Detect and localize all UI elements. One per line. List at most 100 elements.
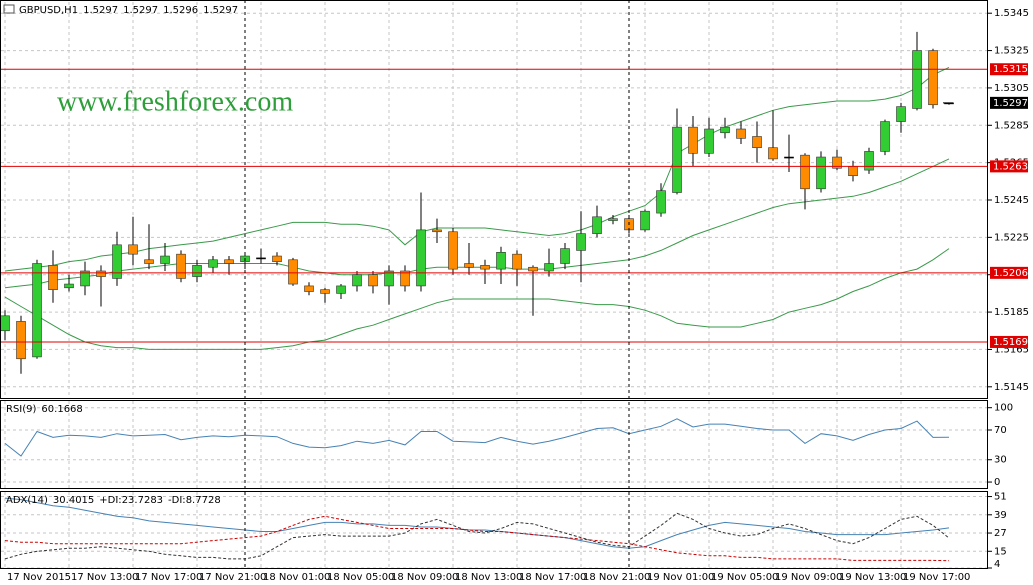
header-open: 1.5297 (83, 5, 118, 16)
x-tick-label: 19 Nov 05:00 (711, 572, 778, 583)
level-label-box (990, 63, 1028, 76)
candle-body (592, 216, 602, 234)
candle-body (432, 229, 442, 233)
rsi-last: 60.1668 (41, 404, 82, 415)
candle-body (640, 210, 650, 231)
candle-body (416, 229, 426, 287)
level-label-box (990, 160, 1028, 173)
candle-body (288, 259, 298, 285)
level-label: 1.5263 (993, 161, 1028, 172)
candle-body (896, 106, 906, 122)
candle-body (928, 50, 938, 106)
x-tick-label: 18 Nov 21:00 (583, 572, 650, 583)
x-tick-label: 19 Nov 01:00 (647, 572, 714, 583)
header-low: 1.5296 (163, 5, 198, 16)
candle-body (80, 270, 90, 287)
header-high: 1.5297 (123, 5, 158, 16)
y-tick-label: 1.5345 (994, 8, 1029, 19)
candle-body (384, 270, 394, 287)
x-tick-label: 17 Nov 2015 (7, 572, 71, 583)
main-panel-frame (0, 0, 988, 399)
adx-panel-frame (0, 491, 988, 569)
candle-body (16, 321, 26, 360)
adx-header: ADX(14) 30.4015 +DI:23.7283 -DI:8.7728 (6, 495, 221, 506)
y-tick-label: 1.5245 (994, 195, 1029, 206)
candle-body (784, 156, 794, 159)
y-tick-label: 1.5225 (994, 232, 1029, 243)
last-price-box (990, 96, 1028, 109)
candle-body (704, 128, 714, 154)
candle-body (512, 253, 522, 270)
rsi-header: RSI(9) 60.1668 (6, 404, 83, 415)
symbol-icon (3, 4, 15, 14)
y-tick-label: 1.5285 (994, 120, 1029, 131)
candle-body (480, 265, 490, 270)
candle-body (128, 244, 138, 255)
adx-name: ADX(14) (6, 495, 48, 506)
header-close: 1.5297 (203, 5, 238, 16)
x-tick-label: 18 Nov 05:00 (327, 572, 394, 583)
x-tick-label: 17 Nov 17:00 (135, 572, 202, 583)
candle-body (320, 289, 330, 294)
candle-body (208, 259, 218, 268)
candle-body (832, 156, 842, 169)
grid-layer (1, 2, 988, 569)
candle-body (48, 265, 58, 290)
y-tick-label: 1.5185 (994, 307, 1029, 318)
bollinger-upper (4, 66, 950, 272)
candle-body (448, 231, 458, 270)
x-tick-label: 19 Nov 09:00 (775, 572, 842, 583)
candle-body (768, 147, 778, 160)
x-tick-label: 17 Nov 21:00 (199, 572, 266, 583)
level-label: 1.5315 (993, 64, 1028, 75)
main-header: GBPUSD,H1 1.5297 1.5297 1.5296 1.5297 (19, 5, 238, 16)
candle-body (672, 126, 682, 193)
x-tick-label: 18 Nov 13:00 (455, 572, 522, 583)
candle-body (912, 50, 922, 109)
y-tick-label: 15 (994, 546, 1007, 557)
rsi-panel-frame (0, 400, 988, 489)
level-label: 1.5169 (993, 337, 1028, 348)
symbol-title: GBPUSD,H1 (19, 5, 78, 16)
candle-body (464, 263, 474, 268)
candle-body (544, 263, 554, 272)
y-tick-label: 4 (994, 559, 1000, 570)
x-tick-label: 17 Nov 13:00 (71, 572, 138, 583)
candle-body (880, 121, 890, 152)
level-label: 1.5206 (993, 268, 1028, 279)
candle-body (192, 265, 202, 277)
pdi-last: 23.7283 (122, 495, 163, 506)
y-tick-label: 1.5305 (994, 83, 1029, 94)
x-tick-label: 18 Nov 17:00 (519, 572, 586, 583)
candle-body (720, 126, 730, 134)
indicator-line (4, 418, 950, 457)
candle-body (528, 266, 538, 272)
candle-body (304, 285, 314, 292)
candle-body (112, 244, 122, 279)
rsi-title: RSI(9) (6, 404, 37, 415)
candle-body (272, 255, 282, 262)
pdi-name: +DI: (99, 495, 121, 506)
y-tick-label: 70 (994, 425, 1007, 436)
y-tick-label: 39 (994, 510, 1007, 521)
y-tick-label: 1.5145 (994, 382, 1029, 393)
bollinger-middle (4, 158, 950, 289)
candle-body (752, 136, 762, 148)
candle-body (688, 126, 698, 154)
candle-body (864, 151, 874, 171)
candle-body (160, 255, 170, 264)
mdi-name: -DI: (168, 495, 186, 506)
x-tick-label: 19 Nov 17:00 (903, 572, 970, 583)
mdi-last: 8.7728 (186, 495, 221, 506)
adx-last: 30.4015 (53, 495, 94, 506)
candle-body (848, 166, 858, 177)
candle-body (32, 263, 42, 358)
y-tick-label: 27 (994, 528, 1007, 539)
indicator-line (4, 497, 950, 549)
candle-body (560, 248, 570, 264)
candle-body (224, 259, 234, 264)
candle-body (352, 274, 362, 287)
bollinger-lower (4, 248, 950, 350)
y-tick-label: 1.5325 (994, 46, 1029, 57)
